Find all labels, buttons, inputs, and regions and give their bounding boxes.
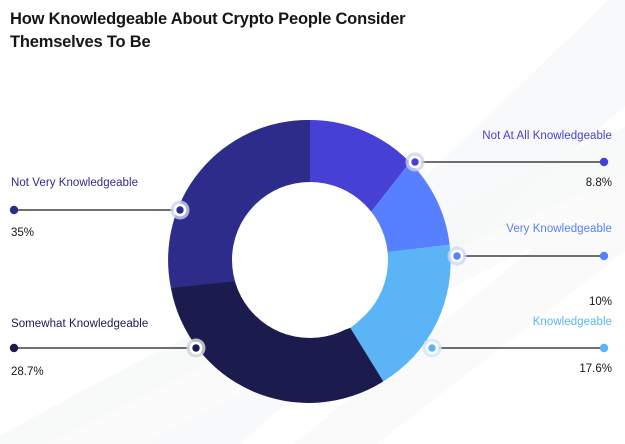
callout-label-knowledgeable: Knowledgeable: [532, 316, 612, 328]
segment-knowledgeable[interactable]: [350, 244, 451, 382]
callout-label-not-at-all-knowledgeable: Not At All Knowledgeable: [482, 130, 612, 142]
donut-hole: [232, 182, 388, 338]
callout-value-not-very-knowledgeable: 35%: [11, 227, 35, 239]
segment-very-knowledgeable[interactable]: [364, 162, 450, 253]
callout-value-very-knowledgeable: 10%: [588, 296, 612, 308]
callout-value-knowledgeable: 17.6%: [579, 363, 612, 375]
connector-somewhat-knowledgeable: [9, 338, 206, 358]
page-title: How Knowledgeable About Crypto People Co…: [10, 10, 406, 52]
segment-somewhat-knowledgeable[interactable]: [170, 272, 384, 403]
callout-value-somewhat-knowledgeable: 28.7%: [11, 366, 44, 378]
callout-label-very-knowledgeable: Very Knowledgeable: [506, 223, 612, 235]
connector-very-knowledgeable: [447, 246, 609, 266]
callout-label-not-very-knowledgeable: Not Very Knowledgeable: [11, 177, 139, 189]
callout-label-somewhat-knowledgeable: Somewhat Knowledgeable: [11, 318, 149, 330]
connector-not-at-all-knowledgeable: [405, 152, 609, 172]
connector-not-very-knowledgeable: [9, 200, 190, 220]
callout-value-not-at-all-knowledgeable: 8.8%: [585, 177, 612, 189]
connector-knowledgeable: [422, 338, 609, 358]
